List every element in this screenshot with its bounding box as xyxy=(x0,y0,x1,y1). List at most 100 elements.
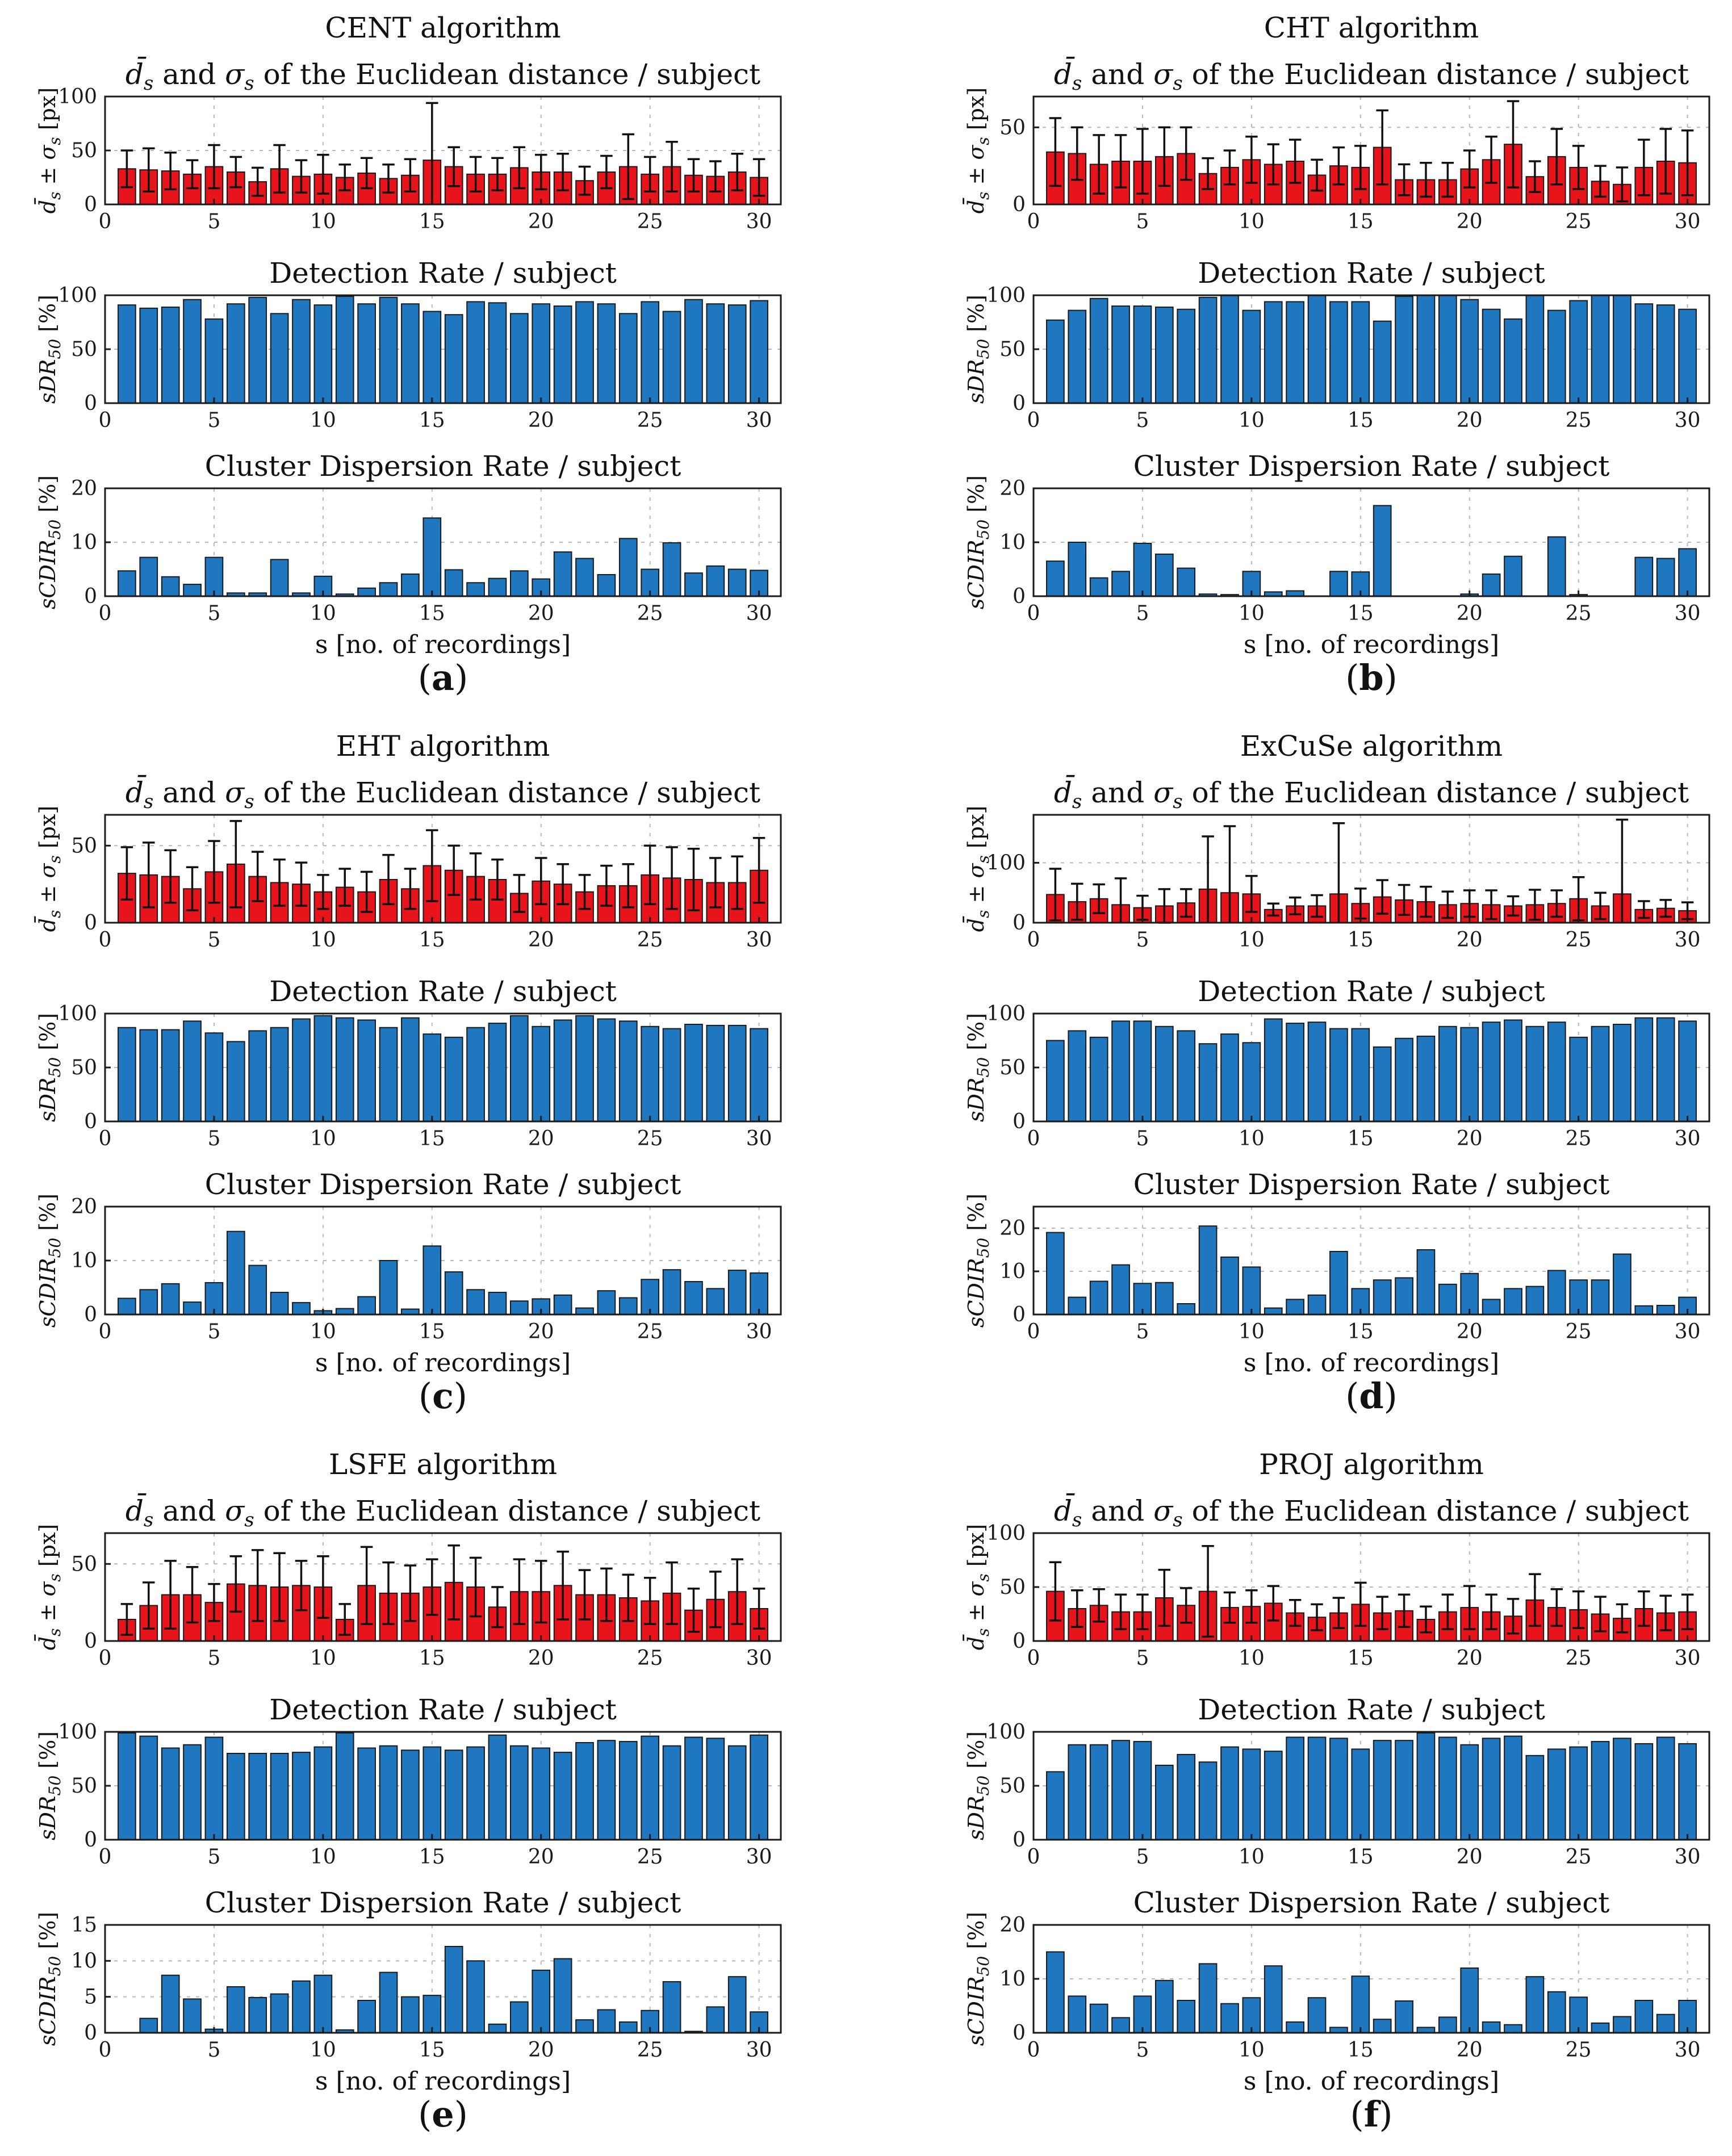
bar xyxy=(510,1015,529,1123)
error-bar xyxy=(643,844,656,906)
x-tick-label: 10 xyxy=(310,1647,336,1670)
bar xyxy=(357,587,376,597)
bar xyxy=(1068,1296,1087,1316)
bar xyxy=(510,2001,529,2034)
bar xyxy=(401,1996,420,2034)
axes-frame xyxy=(104,1924,782,2034)
bar xyxy=(1264,1965,1283,2033)
bar xyxy=(1307,295,1327,404)
x-axis-label: s [no. of recordings] xyxy=(1244,1349,1499,1378)
bar xyxy=(422,1245,442,1316)
bar xyxy=(1242,1042,1261,1123)
x-tick-label: 30 xyxy=(746,409,772,432)
panel-e: LSFE algorithm (e) xyxy=(329,1448,557,2135)
bar xyxy=(1154,553,1174,597)
x-tick-label: 20 xyxy=(1457,928,1483,952)
bar xyxy=(183,299,202,404)
bar xyxy=(226,1753,245,1840)
bar xyxy=(706,1288,725,1315)
panel-letter: (b) xyxy=(1345,657,1398,698)
bar xyxy=(575,1307,594,1316)
x-axis-label: s [no. of recordings] xyxy=(1244,2067,1499,2096)
error-bar xyxy=(338,1603,352,1636)
x-tick-label: 30 xyxy=(1675,210,1701,233)
bar xyxy=(444,314,463,404)
x-tick-label: 30 xyxy=(746,2038,772,2062)
x-tick-label: 20 xyxy=(528,928,554,952)
y-tick-label: 10 xyxy=(999,1967,1026,1991)
error-bar xyxy=(143,842,155,909)
chart-4-0: 0 5 10 15 20 25 30 0 50 d̄s and σs of the Euclide… xyxy=(35,1493,782,1670)
bar xyxy=(1613,1253,1631,1316)
x-tick-label: 15 xyxy=(1348,928,1374,952)
bar xyxy=(161,306,180,404)
panel-a: CENT algorithm (a) xyxy=(325,11,560,698)
bar xyxy=(510,570,529,597)
y-tick-label: 0 xyxy=(1013,1828,1026,1852)
bar xyxy=(727,1270,747,1316)
error-bar xyxy=(143,1581,155,1630)
bar xyxy=(1242,309,1261,404)
x-tick-label: 15 xyxy=(419,409,445,432)
bar xyxy=(161,576,180,597)
y-axis-label: d̄s ± σs [px] xyxy=(35,806,64,932)
bar xyxy=(575,301,594,404)
x-tick-label: 25 xyxy=(637,928,663,952)
x-tick-label: 30 xyxy=(1675,2038,1701,2062)
bar xyxy=(1416,1732,1436,1840)
bar xyxy=(1046,560,1065,597)
bar xyxy=(1395,295,1413,404)
error-bar xyxy=(295,159,308,194)
bar xyxy=(1613,1024,1631,1122)
chart-5-1: 0 5 10 15 20 25 30 0 50 100 Detection Rate / subje… xyxy=(964,1693,1710,1869)
bar xyxy=(488,1023,507,1122)
error-bar xyxy=(447,1544,460,1621)
bar xyxy=(1046,319,1065,404)
x-tick-label: 25 xyxy=(1566,409,1592,432)
y-tick-label: 50 xyxy=(71,139,97,162)
error-bar xyxy=(1376,1596,1388,1630)
error-bar xyxy=(1638,900,1650,919)
x-tick-label: 15 xyxy=(1348,210,1374,233)
bar xyxy=(161,1747,180,1840)
error-bar xyxy=(404,868,417,910)
error-bar xyxy=(731,1558,743,1625)
chart-title: Detection Rate / subject xyxy=(269,1693,617,1726)
bar xyxy=(118,570,136,597)
panel-letter: (d) xyxy=(1345,1375,1398,1417)
chart-title: Cluster Dispersion Rate / subject xyxy=(1133,1886,1610,1919)
bar xyxy=(1547,1991,1566,2034)
x-tick-label: 25 xyxy=(637,602,663,625)
error-bar xyxy=(447,146,460,187)
chart-title: Detection Rate / subject xyxy=(1198,1693,1545,1726)
panel-d: ExCuSe algorithm (d) xyxy=(1240,730,1503,1417)
bar xyxy=(1068,1030,1087,1123)
x-tick-label: 20 xyxy=(528,1845,554,1869)
error-bar xyxy=(1659,1594,1672,1631)
error-bar xyxy=(186,159,199,190)
x-axis-label: s [no. of recordings] xyxy=(315,1349,571,1378)
error-bar xyxy=(1507,100,1520,189)
bar xyxy=(270,1292,289,1316)
bar xyxy=(1634,556,1654,597)
bar xyxy=(1591,2022,1610,2033)
error-bar xyxy=(1485,1593,1497,1630)
x-tick-label: 15 xyxy=(1348,409,1374,432)
bar xyxy=(662,311,681,404)
y-tick-label: 0 xyxy=(84,1630,97,1653)
x-tick-label: 20 xyxy=(1457,1320,1483,1343)
error-bar xyxy=(1245,874,1258,913)
error-bar xyxy=(317,874,329,910)
error-bar xyxy=(360,870,373,913)
error-bar xyxy=(1616,818,1629,923)
bar xyxy=(1438,295,1457,404)
bar xyxy=(662,1745,681,1840)
error-bar xyxy=(643,156,656,192)
algorithm-title: CENT algorithm xyxy=(325,11,560,44)
bar xyxy=(1264,1307,1283,1316)
bar xyxy=(488,1734,507,1840)
y-tick-label: 15 xyxy=(71,1914,97,1937)
error-bar xyxy=(666,1561,678,1625)
bar xyxy=(706,1024,725,1123)
error-bar xyxy=(1223,149,1236,186)
